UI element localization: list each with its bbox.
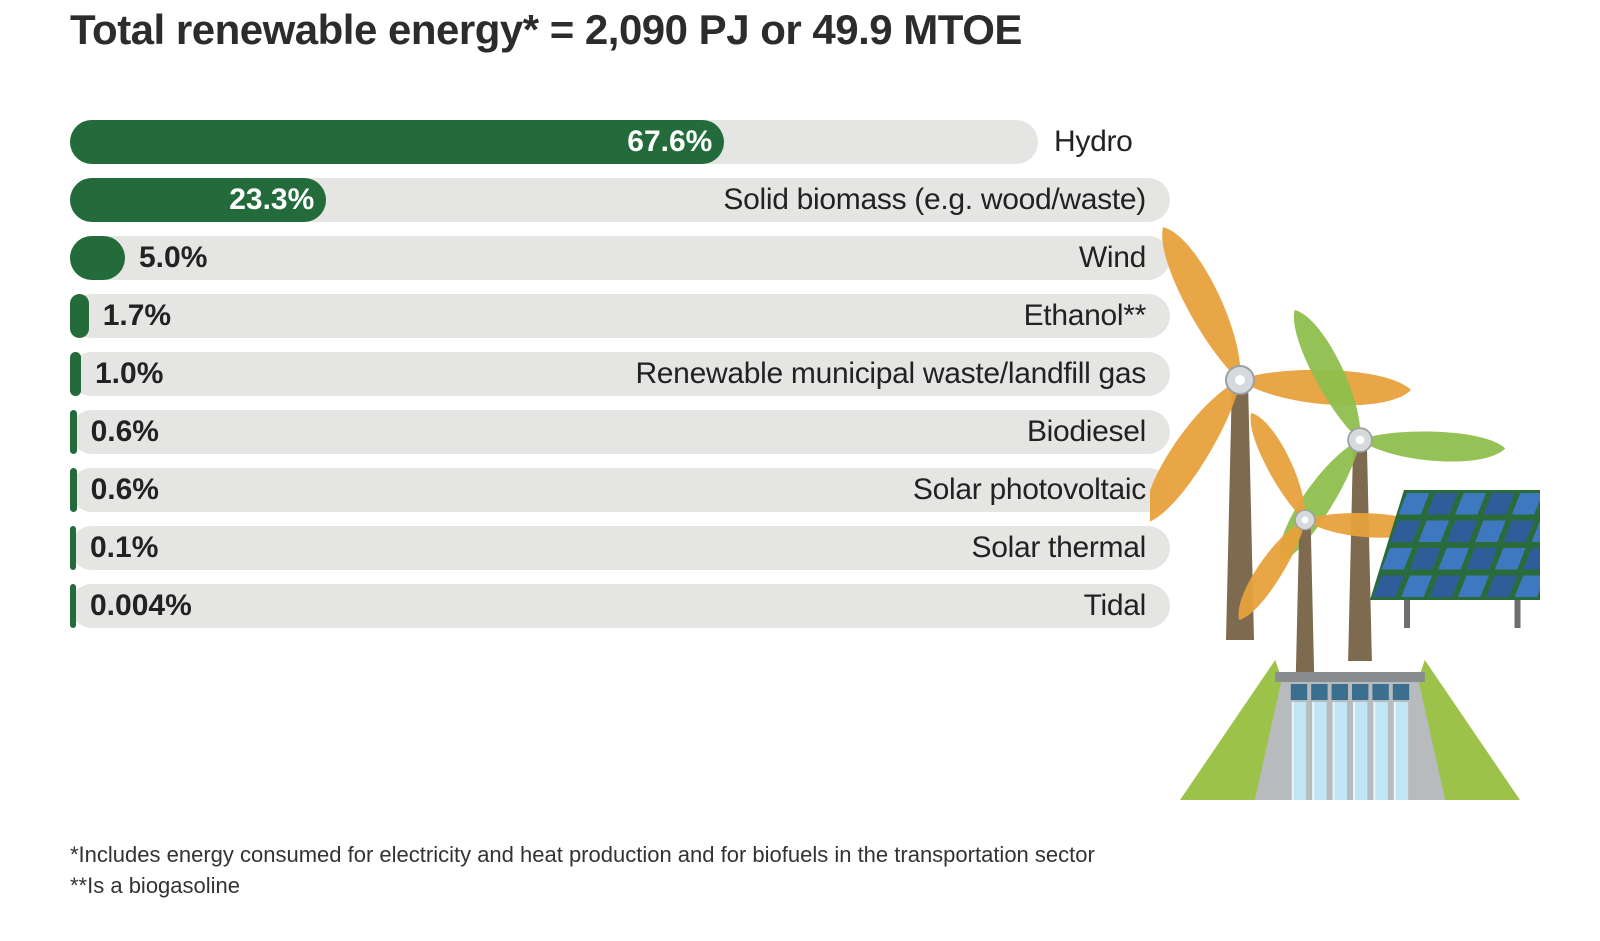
bar-track xyxy=(70,584,1170,628)
bar-fill xyxy=(70,468,77,512)
bar-fill xyxy=(70,236,125,280)
renewable-energy-illustration xyxy=(1150,130,1540,810)
bar-label: Solar thermal xyxy=(971,526,1146,570)
bar-value: 0.6% xyxy=(91,410,159,454)
chart-row: 0.004% Tidal xyxy=(70,584,1170,628)
bar-label: Ethanol** xyxy=(1024,294,1146,338)
bar-fill xyxy=(70,352,81,396)
bar-value: 1.0% xyxy=(95,352,163,396)
footnotes: *Includes energy consumed for electricit… xyxy=(70,840,1095,902)
bar-fill xyxy=(70,526,76,570)
bar-label: Solar photovoltaic xyxy=(913,468,1146,512)
chart-row: 1.0% Renewable municipal waste/landfill g… xyxy=(70,352,1170,396)
bar-label: Wind xyxy=(1079,236,1146,280)
bar-fill xyxy=(70,584,76,628)
chart-row: 0.1% Solar thermal xyxy=(70,526,1170,570)
solar-panel-icon xyxy=(1370,490,1540,628)
bar-label: Renewable municipal waste/landfill gas xyxy=(635,352,1146,396)
bar-value: 0.6% xyxy=(91,468,159,512)
bar-value: 67.6% xyxy=(627,120,712,164)
bar-fill xyxy=(70,120,724,164)
chart-row: 0.6% Solar photovoltaic xyxy=(70,468,1170,512)
bar-fill xyxy=(70,294,89,338)
chart-row: 23.3% Solid biomass (e.g. wood/waste) xyxy=(70,178,1170,222)
bar-value: 1.7% xyxy=(103,294,171,338)
bar-label: Tidal xyxy=(1084,584,1146,628)
bar-value: 5.0% xyxy=(139,236,207,280)
footnote-2: **Is a biogasoline xyxy=(70,871,1095,902)
footnote-1: *Includes energy consumed for electricit… xyxy=(70,840,1095,871)
bar-label: Biodiesel xyxy=(1027,410,1146,454)
bar-track xyxy=(70,294,1170,338)
chart-row: 1.7% Ethanol** xyxy=(70,294,1170,338)
renewable-energy-bar-chart: 67.6% Hydro 23.3% Solid biomass (e.g. wood/… xyxy=(70,120,1170,642)
bar-label: Solid biomass (e.g. wood/waste) xyxy=(723,178,1146,222)
bar-fill xyxy=(70,410,77,454)
bar-value: 23.3% xyxy=(229,178,314,222)
chart-row: 0.6% Biodiesel xyxy=(70,410,1170,454)
bar-value: 0.004% xyxy=(90,584,192,628)
chart-row: 5.0% Wind xyxy=(70,236,1170,280)
hydro-dam-icon xyxy=(1180,660,1520,800)
bar-track xyxy=(70,236,1170,280)
wind-turbine-icon xyxy=(1150,217,1412,640)
bar-label: Hydro xyxy=(1054,120,1133,164)
bar-value: 0.1% xyxy=(90,526,158,570)
chart-row: 67.6% Hydro xyxy=(70,120,1170,164)
bar-track xyxy=(70,410,1170,454)
chart-title: Total renewable energy* = 2,090 PJ or 49… xyxy=(70,6,1022,54)
